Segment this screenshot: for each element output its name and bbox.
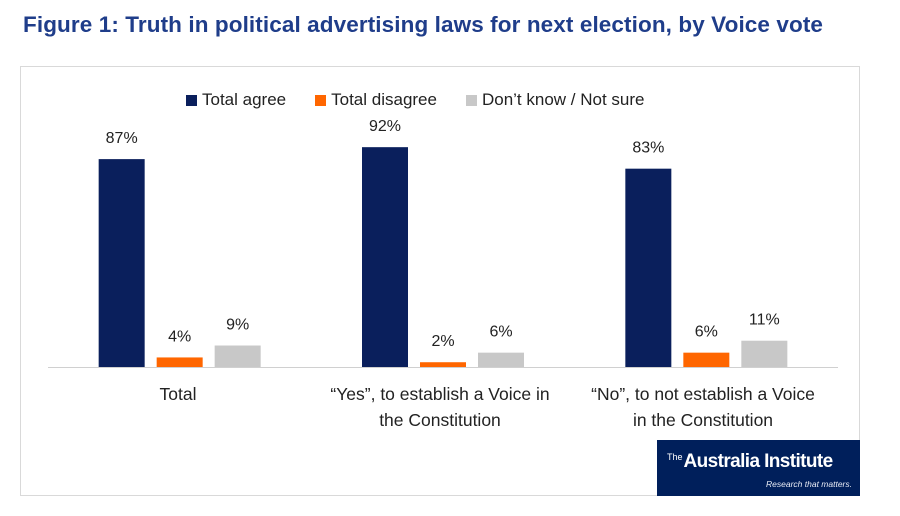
australia-institute-logo: TheAustralia Institute Research that mat… xyxy=(657,440,860,496)
legend-item-total-agree: Total agree xyxy=(186,90,286,110)
logo-tagline: Research that matters. xyxy=(766,479,852,489)
category-label-yes-line-2: the Constitution xyxy=(379,410,501,430)
category-label-yes-line-1: “Yes”, to establish a Voice in xyxy=(330,384,550,404)
legend-swatch-total-disagree xyxy=(315,94,327,106)
data-label-no-total-disagree: 6% xyxy=(695,324,718,341)
data-label-no-total-agree: 83% xyxy=(632,140,664,157)
chart-frame xyxy=(20,66,860,496)
category-label-yes: “Yes”, to establish a Voice in the Const… xyxy=(305,381,575,433)
bar-total-dont-know xyxy=(214,345,261,367)
chart-title: Figure 1: Truth in political advertising… xyxy=(23,12,824,37)
bar-no-total-disagree xyxy=(683,352,730,367)
logo-wordmark: TheAustralia Institute xyxy=(667,451,833,473)
logo-name: Australia Institute xyxy=(683,451,834,472)
legend-swatch-total-agree xyxy=(186,94,197,106)
legend-item-total-disagree: Total disagree xyxy=(315,90,437,110)
bar-no-dont-know xyxy=(741,340,788,367)
legend-item-dont-know: Don’t know / Not sure xyxy=(465,90,645,110)
category-label-no-line-1: “No”, to not establish a Voice xyxy=(591,384,815,404)
legend-label-total-agree: Total agree xyxy=(202,90,287,109)
bar-yes-dont-know xyxy=(478,352,524,367)
data-label-yes-total-agree: 92% xyxy=(369,118,401,135)
data-label-total-total-disagree: 4% xyxy=(168,328,191,345)
data-label-total-dont-know: 9% xyxy=(226,316,249,333)
bar-yes-total-disagree xyxy=(420,362,466,367)
data-label-yes-dont-know: 6% xyxy=(489,324,512,341)
bar-no-total-agree xyxy=(625,168,672,367)
data-label-no-dont-know: 11% xyxy=(749,312,780,329)
chart-legend: Total agree Total disagree Don’t know / … xyxy=(186,90,644,110)
data-label-total-total-agree: 87% xyxy=(106,130,138,147)
category-label-no: “No”, to not establish a Voice in the Co… xyxy=(568,381,838,433)
legend-swatch-dont-know xyxy=(465,94,477,106)
data-label-yes-total-disagree: 2% xyxy=(431,333,454,350)
bar-total-total-agree xyxy=(98,159,145,367)
category-label-no-line-2: in the Constitution xyxy=(632,410,774,430)
legend-label-dont-know: Don’t know / Not sure xyxy=(481,90,645,109)
category-label-total: Total xyxy=(43,381,313,407)
category-label-total-line-1: Total xyxy=(159,384,197,404)
logo-the: The xyxy=(667,451,683,462)
legend-label-total-disagree: Total disagree xyxy=(331,90,437,109)
bar-total-total-disagree xyxy=(156,357,203,367)
bar-yes-total-agree xyxy=(362,147,408,367)
